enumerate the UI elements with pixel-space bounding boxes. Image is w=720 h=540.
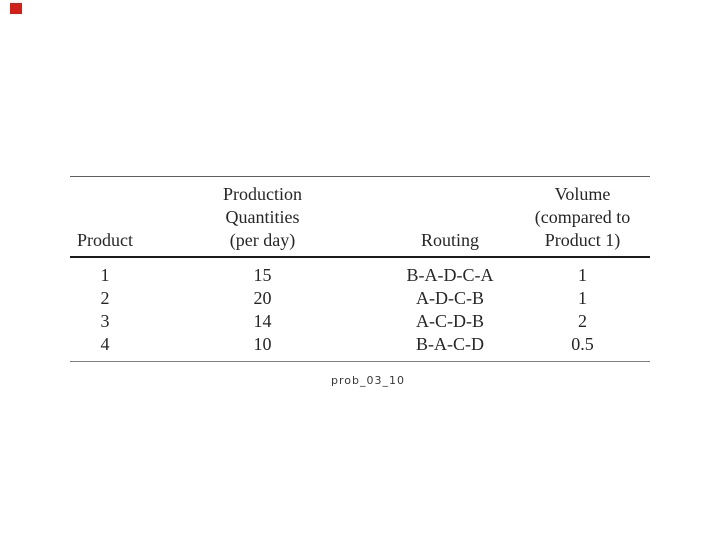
cell-routing: B-A-C-D bbox=[416, 334, 484, 354]
column-header-product: Product bbox=[70, 229, 140, 252]
table-bottom-rule bbox=[70, 361, 650, 362]
cell-volume: 1 bbox=[578, 288, 587, 308]
table-body: 1 15 B-A-D-C-A 1 2 20 A-D-C-B 1 3 14 A-C… bbox=[70, 264, 650, 356]
cell-quantity: 20 bbox=[253, 288, 272, 308]
cell-product: 1 bbox=[100, 265, 110, 285]
column-header-label: (compared to bbox=[534, 207, 631, 227]
column-header-label: (per day) bbox=[229, 230, 296, 250]
cell-product: 2 bbox=[100, 288, 110, 308]
cell-quantity: 14 bbox=[253, 311, 272, 331]
cell-quantity: 10 bbox=[253, 334, 272, 354]
table-top-rule bbox=[70, 176, 650, 177]
table-row: 2 20 A-D-C-B 1 bbox=[70, 287, 650, 310]
table-row: 4 10 B-A-C-D 0.5 bbox=[70, 333, 650, 356]
cell-product: 4 bbox=[100, 334, 110, 354]
figure-caption: prob_03_10 bbox=[331, 374, 405, 387]
column-header-routing: Routing bbox=[385, 229, 515, 252]
column-header-label: Volume bbox=[554, 184, 611, 204]
column-header-label: Routing bbox=[420, 230, 479, 250]
cell-routing: A-D-C-B bbox=[416, 288, 484, 308]
column-header-label: Quantities bbox=[225, 207, 300, 227]
table-row: 3 14 A-C-D-B 2 bbox=[70, 310, 650, 333]
cell-routing: B-A-D-C-A bbox=[406, 265, 494, 285]
cell-volume: 0.5 bbox=[571, 334, 594, 354]
column-header-label: Product bbox=[77, 230, 133, 250]
red-square-marker bbox=[10, 3, 22, 14]
cell-routing: A-C-D-B bbox=[416, 311, 484, 331]
cell-quantity: 15 bbox=[253, 265, 272, 285]
column-header-production-quantities: Production Quantities (per day) bbox=[140, 183, 385, 252]
cell-volume: 2 bbox=[578, 311, 587, 331]
column-header-volume: Volume (compared to Product 1) bbox=[515, 183, 650, 252]
table-header-rule bbox=[70, 256, 650, 258]
column-header-label: Product 1) bbox=[544, 230, 621, 250]
table-row: 1 15 B-A-D-C-A 1 bbox=[70, 264, 650, 287]
cell-volume: 1 bbox=[578, 265, 587, 285]
column-header-label: Production bbox=[223, 184, 302, 204]
table-header-row: Product Production Quantities (per day) … bbox=[70, 180, 650, 252]
cell-product: 3 bbox=[100, 311, 110, 331]
